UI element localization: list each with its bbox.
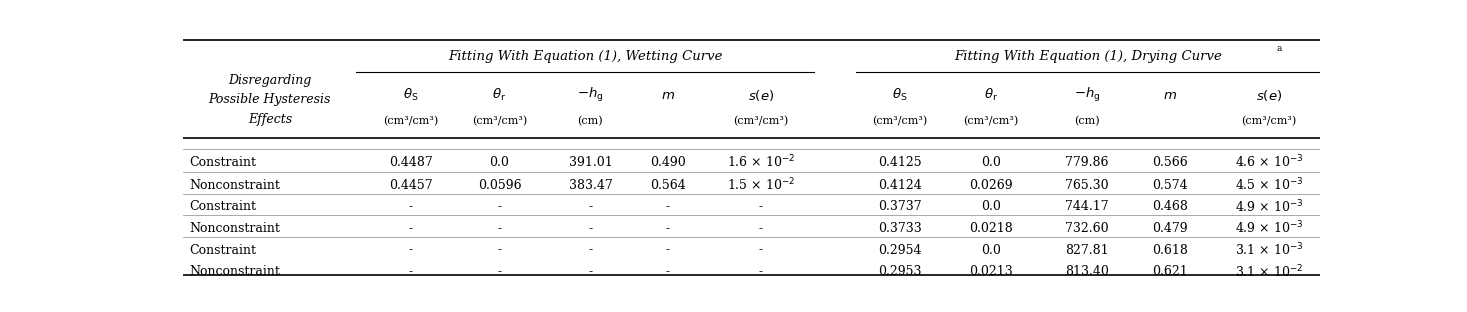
Text: 0.618: 0.618 [1152,244,1188,256]
Text: Nonconstraint: Nonconstraint [189,265,280,278]
Text: (cm³/cm³): (cm³/cm³) [472,116,527,127]
Text: -: - [588,244,593,256]
Text: $-h_{\mathrm{g}}$: $-h_{\mathrm{g}}$ [1074,86,1100,104]
Text: $s(e)$: $s(e)$ [1256,88,1282,103]
Text: 0.574: 0.574 [1153,179,1188,192]
Text: -: - [409,244,412,256]
Text: (cm): (cm) [1074,116,1100,127]
Text: 0.566: 0.566 [1153,156,1188,169]
Text: -: - [758,244,763,256]
Text: -: - [666,200,670,213]
Text: $\theta_{\mathrm{r}}$: $\theta_{\mathrm{r}}$ [493,87,506,103]
Text: Disregarding: Disregarding [229,74,311,87]
Text: -: - [497,222,502,235]
Text: $-h_{\mathrm{g}}$: $-h_{\mathrm{g}}$ [577,86,603,104]
Text: Fitting With Equation (1), Wetting Curve: Fitting With Equation (1), Wetting Curve [447,50,723,63]
Text: (cm): (cm) [578,116,603,127]
Text: 1.6 × 10$^{-2}$: 1.6 × 10$^{-2}$ [726,154,795,171]
Text: -: - [588,200,593,213]
Text: (cm³/cm³): (cm³/cm³) [734,116,789,127]
Text: (cm³/cm³): (cm³/cm³) [871,116,927,127]
Text: -: - [497,200,502,213]
Text: 0.0: 0.0 [490,156,509,169]
Text: 0.2953: 0.2953 [877,265,921,278]
Text: $\theta_{\mathrm{S}}$: $\theta_{\mathrm{S}}$ [892,87,908,103]
Text: Possible Hysteresis: Possible Hysteresis [208,93,332,106]
Text: 0.490: 0.490 [650,156,685,169]
Text: -: - [758,222,763,235]
Text: 765.30: 765.30 [1065,179,1109,192]
Text: 779.86: 779.86 [1065,156,1109,169]
Text: Fitting With Equation (1), Drying Curve: Fitting With Equation (1), Drying Curve [955,50,1222,63]
Text: 827.81: 827.81 [1065,244,1109,256]
Text: -: - [588,265,593,278]
Text: 732.60: 732.60 [1065,222,1109,235]
Text: 0.4124: 0.4124 [877,179,921,192]
Text: 0.0: 0.0 [980,200,1000,213]
Text: 0.0213: 0.0213 [968,265,1012,278]
Text: 4.9 × 10$^{-3}$: 4.9 × 10$^{-3}$ [1235,198,1303,215]
Text: (cm³/cm³): (cm³/cm³) [1241,116,1297,127]
Text: $s(e)$: $s(e)$ [748,88,775,103]
Text: 0.4457: 0.4457 [389,179,433,192]
Text: -: - [409,222,412,235]
Text: -: - [666,222,670,235]
Text: 0.4125: 0.4125 [877,156,921,169]
Text: a: a [1276,44,1282,53]
Text: -: - [588,222,593,235]
Text: 0.0596: 0.0596 [478,179,521,192]
Text: 0.0269: 0.0269 [968,179,1012,192]
Text: (cm³/cm³): (cm³/cm³) [962,116,1018,127]
Text: 0.3737: 0.3737 [877,200,921,213]
Text: 3.1 × 10$^{-2}$: 3.1 × 10$^{-2}$ [1235,263,1303,280]
Text: $\theta_{\mathrm{S}}$: $\theta_{\mathrm{S}}$ [403,87,418,103]
Text: 0.3733: 0.3733 [877,222,921,235]
Text: 383.47: 383.47 [569,179,612,192]
Text: -: - [497,265,502,278]
Text: 0.479: 0.479 [1153,222,1188,235]
Text: 3.1 × 10$^{-3}$: 3.1 × 10$^{-3}$ [1235,242,1303,258]
Text: -: - [666,265,670,278]
Text: -: - [409,265,412,278]
Text: -: - [666,244,670,256]
Text: Constraint: Constraint [189,244,257,256]
Text: 0.564: 0.564 [650,179,685,192]
Text: $\theta_{\mathrm{r}}$: $\theta_{\mathrm{r}}$ [983,87,998,103]
Text: 0.621: 0.621 [1153,265,1188,278]
Text: -: - [758,200,763,213]
Text: -: - [758,265,763,278]
Text: -: - [497,244,502,256]
Text: 4.9 × 10$^{-3}$: 4.9 × 10$^{-3}$ [1235,220,1303,237]
Text: $m$: $m$ [1163,89,1177,102]
Text: 0.0: 0.0 [980,156,1000,169]
Text: 1.5 × 10$^{-2}$: 1.5 × 10$^{-2}$ [726,177,795,193]
Text: (cm³/cm³): (cm³/cm³) [383,116,439,127]
Text: 744.17: 744.17 [1065,200,1109,213]
Text: 0.4487: 0.4487 [389,156,433,169]
Text: 4.5 × 10$^{-3}$: 4.5 × 10$^{-3}$ [1235,177,1303,193]
Text: Nonconstraint: Nonconstraint [189,179,280,192]
Text: 4.6 × 10$^{-3}$: 4.6 × 10$^{-3}$ [1235,154,1303,171]
Text: Constraint: Constraint [189,156,257,169]
Text: Nonconstraint: Nonconstraint [189,222,280,235]
Text: 0.0218: 0.0218 [968,222,1012,235]
Text: -: - [409,200,412,213]
Text: Constraint: Constraint [189,200,257,213]
Text: 0.468: 0.468 [1152,200,1188,213]
Text: 391.01: 391.01 [569,156,612,169]
Text: 0.2954: 0.2954 [877,244,921,256]
Text: Effects: Effects [248,113,292,126]
Text: 0.0: 0.0 [980,244,1000,256]
Text: $m$: $m$ [660,89,675,102]
Text: 813.40: 813.40 [1065,265,1109,278]
